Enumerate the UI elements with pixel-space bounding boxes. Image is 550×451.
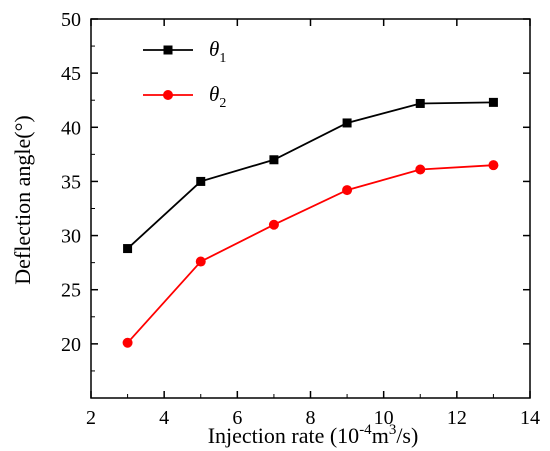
y-tick-label: 50 xyxy=(61,9,81,31)
legend: θ1 θ2 xyxy=(143,37,226,111)
legend-item-2: θ2 xyxy=(143,82,226,111)
y-tick-label: 25 xyxy=(61,280,81,302)
data-point xyxy=(123,244,133,254)
legend-marker xyxy=(163,90,173,100)
data-point xyxy=(415,98,425,108)
x-tick-label: 12 xyxy=(447,407,467,429)
data-point xyxy=(342,185,353,196)
y-tick-label: 45 xyxy=(61,63,81,85)
legend-item-1: θ1 xyxy=(143,37,226,66)
y-axis-label: Deflection angle(°) xyxy=(10,115,35,284)
x-tick-label: 8 xyxy=(306,407,316,429)
plot-frame xyxy=(90,18,531,399)
legend-marker xyxy=(163,45,173,55)
legend-label: θ1 xyxy=(209,37,226,66)
data-point xyxy=(488,160,499,171)
data-point xyxy=(122,337,133,348)
x-tick-label: 2 xyxy=(86,407,96,429)
series-line xyxy=(126,164,494,344)
x-tick-label: 10 xyxy=(374,407,394,429)
y-tick-label: 40 xyxy=(61,117,81,139)
y-tick-label: 30 xyxy=(61,226,81,248)
data-point xyxy=(196,176,206,186)
series-1 xyxy=(123,97,498,254)
series-layer xyxy=(122,97,499,348)
series-line xyxy=(126,101,494,250)
x-tick-label: 4 xyxy=(159,407,169,429)
data-point xyxy=(342,118,352,128)
y-tick-label: 20 xyxy=(61,334,81,356)
data-point xyxy=(195,256,206,267)
axis-ticks: 2 4 6 8 10 12 14 20 25 30 35 40 45 50 xyxy=(61,9,540,429)
data-point xyxy=(269,155,279,165)
x-tick-label: 6 xyxy=(232,407,242,429)
y-tick-label: 35 xyxy=(61,171,81,193)
x-tick-label: 14 xyxy=(520,407,540,429)
x-axis-label: Injection rate (10-4m3/s) xyxy=(208,422,419,448)
data-point xyxy=(268,219,279,230)
legend-label: θ2 xyxy=(209,82,226,111)
data-point xyxy=(488,97,498,107)
series-2 xyxy=(122,160,499,348)
data-point xyxy=(415,164,426,175)
